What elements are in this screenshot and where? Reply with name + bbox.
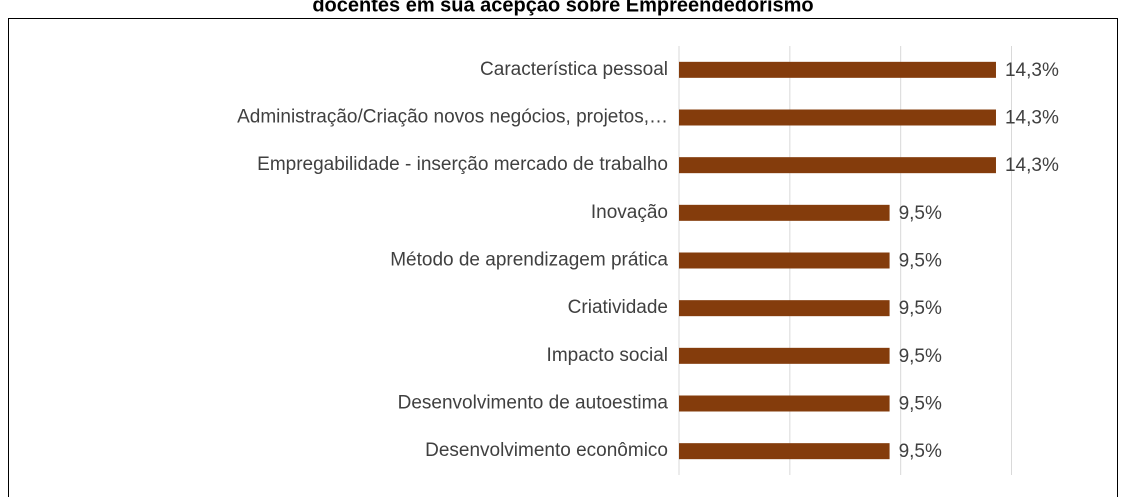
bar — [679, 395, 890, 412]
data-label: 9,5% — [899, 251, 942, 272]
bar — [679, 300, 890, 317]
bar — [679, 204, 890, 221]
y-tick-label: Inovação — [591, 202, 668, 223]
data-label: 9,5% — [899, 394, 942, 415]
bar — [679, 109, 996, 126]
data-label: 14,3% — [1005, 155, 1059, 176]
chart-title: docentes em sua acepção sobre Empreended… — [312, 0, 813, 16]
y-tick-label: Empregabilidade - inserção mercado de tr… — [257, 154, 668, 175]
data-label: 14,3% — [1005, 60, 1059, 81]
bar — [679, 347, 890, 364]
data-label: 9,5% — [899, 203, 942, 224]
y-tick-label: Administração/Criação novos negócios, pr… — [237, 107, 668, 128]
y-tick-label: Desenvolvimento de autoestima — [398, 393, 669, 414]
data-label: 9,5% — [899, 346, 942, 367]
y-tick-label: Método de aprendizagem prática — [390, 250, 668, 271]
bar — [679, 252, 890, 269]
bar — [679, 61, 996, 78]
bar — [679, 157, 996, 174]
y-tick-label: Característica pessoal — [480, 59, 668, 80]
y-tick-label: Impacto social — [547, 345, 668, 366]
bar — [679, 443, 890, 460]
chart-frame — [8, 18, 1118, 497]
data-label: 14,3% — [1005, 108, 1059, 129]
data-label: 9,5% — [899, 298, 942, 319]
y-tick-label: Desenvolvimento econômico — [425, 440, 668, 461]
y-tick-label: Criatividade — [568, 297, 668, 318]
data-label: 9,5% — [899, 441, 942, 462]
